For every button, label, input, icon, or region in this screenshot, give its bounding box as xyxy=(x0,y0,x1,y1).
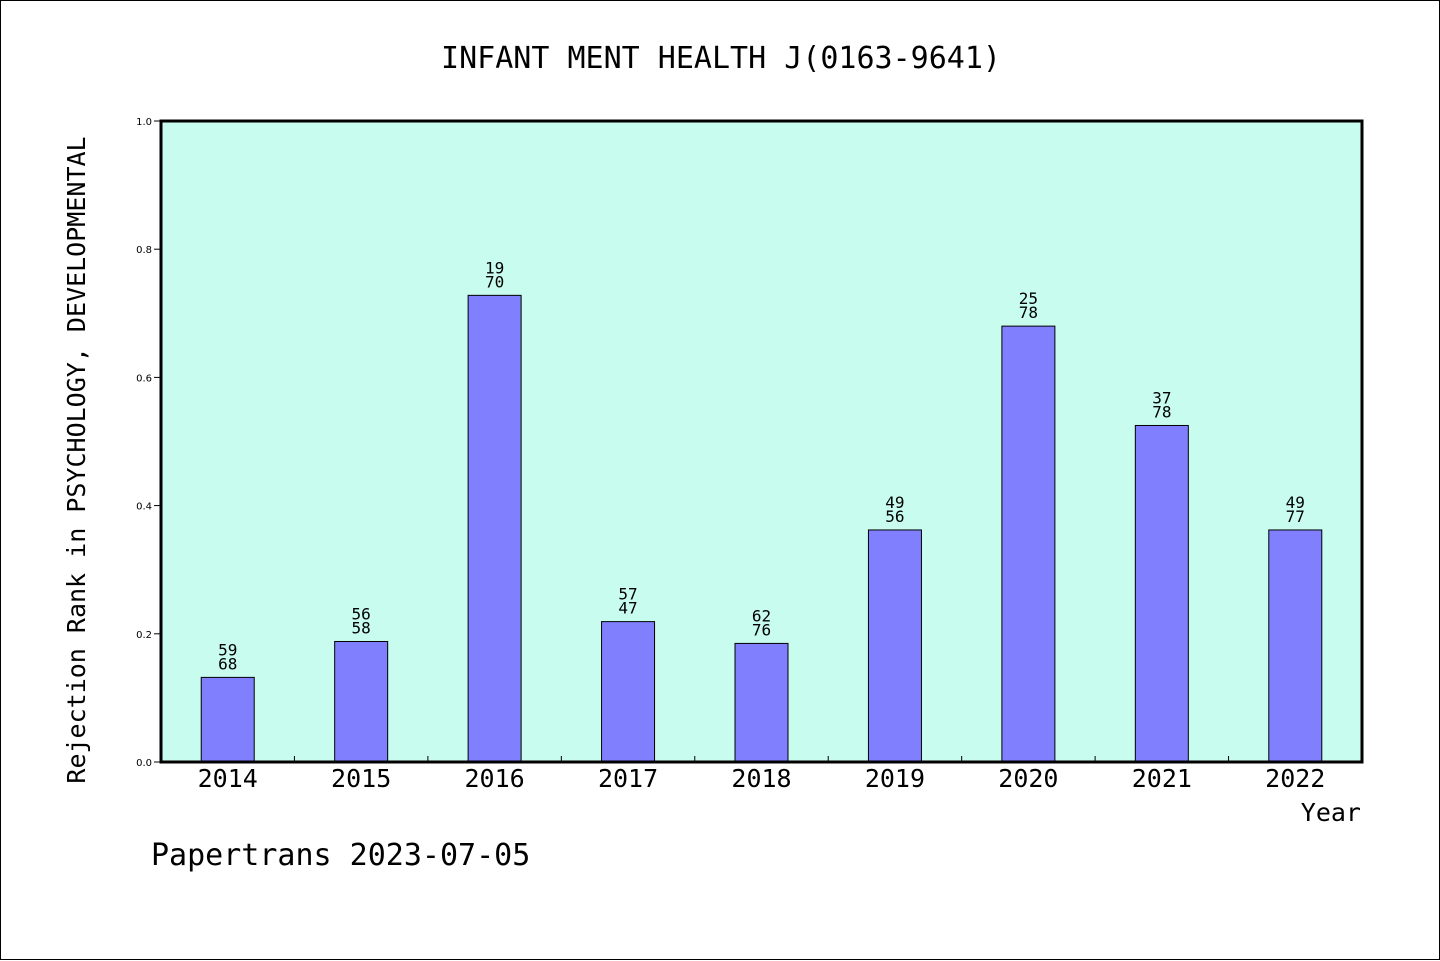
plot-frame xyxy=(159,119,1364,764)
bar-2016 xyxy=(467,294,522,763)
bar-label-2019-bottom: 56 xyxy=(885,507,904,526)
bar-2014 xyxy=(200,676,255,763)
bar-label-2014-top: 59 xyxy=(218,640,237,659)
x-axis-label: Year xyxy=(1301,798,1361,827)
bar-2020 xyxy=(1001,325,1056,763)
y-axis: 0.0 0.2 0.4 0.6 0.8 1.0 xyxy=(136,117,161,769)
x-tick-label-2015: 2015 xyxy=(331,764,391,793)
bar-label-2018-top: 62 xyxy=(752,606,771,625)
x-tick-label-2021: 2021 xyxy=(1132,764,1192,793)
x-tick-label-2019: 2019 xyxy=(865,764,925,793)
bar-label-2016-top: 19 xyxy=(485,258,504,277)
bar-2017 xyxy=(601,621,656,763)
bar-label-2021-top: 37 xyxy=(1152,388,1171,407)
y-tick-label-0.2: 0.2 xyxy=(136,630,152,641)
x-tick-label-2022: 2022 xyxy=(1265,764,1325,793)
y-tick-label-0.8: 0.8 xyxy=(136,245,152,256)
bar-2019 xyxy=(867,529,922,763)
x-tick-label-2016: 2016 xyxy=(465,764,525,793)
bar-label-2020-top: 25 xyxy=(1019,289,1038,308)
bar-2015 xyxy=(334,640,389,763)
bar-2022 xyxy=(1268,529,1323,763)
bar-label-2016-bottom: 70 xyxy=(485,272,504,291)
y-tick-label-0.0: 0.0 xyxy=(136,758,152,769)
bar-2018 xyxy=(734,642,789,763)
bar-label-2022-bottom: 77 xyxy=(1286,507,1305,526)
y-axis-label: Rejection Rank in PSYCHOLOGY, DEVELOPMEN… xyxy=(62,136,91,783)
bar-label-2021-bottom: 78 xyxy=(1152,402,1171,421)
bar-label-2020-bottom: 78 xyxy=(1019,303,1038,322)
bar-label-2022-top: 49 xyxy=(1286,493,1305,512)
x-tick-label-2018: 2018 xyxy=(731,764,791,793)
y-tick-label-1.0: 1.0 xyxy=(136,117,152,128)
bar-label-2017-top: 57 xyxy=(618,585,637,604)
bar-2021 xyxy=(1134,424,1189,763)
bar-label-2015-top: 56 xyxy=(352,604,371,623)
bar-label-2014-bottom: 68 xyxy=(218,654,237,673)
bar-label-2019-top: 49 xyxy=(885,493,904,512)
chart-title: INFANT MENT HEALTH J(0163-9641) xyxy=(441,41,1001,76)
footer-credit: Papertrans 2023-07-05 xyxy=(151,838,530,873)
x-axis: 2014 2015 2016 2017 2018 2019 2020 2021 2022 xyxy=(198,756,1325,793)
y-tick-label-0.4: 0.4 xyxy=(136,502,152,513)
y-tick-label-0.6: 0.6 xyxy=(136,373,152,384)
x-tick-label-2017: 2017 xyxy=(598,764,658,793)
bar-label-2018-bottom: 76 xyxy=(752,620,771,639)
bar-label-2017-bottom: 47 xyxy=(618,599,637,618)
x-tick-label-2014: 2014 xyxy=(198,764,258,793)
x-tick-label-2020: 2020 xyxy=(998,764,1058,793)
bars-group xyxy=(200,294,1323,763)
bar-label-2015-bottom: 58 xyxy=(352,618,371,637)
